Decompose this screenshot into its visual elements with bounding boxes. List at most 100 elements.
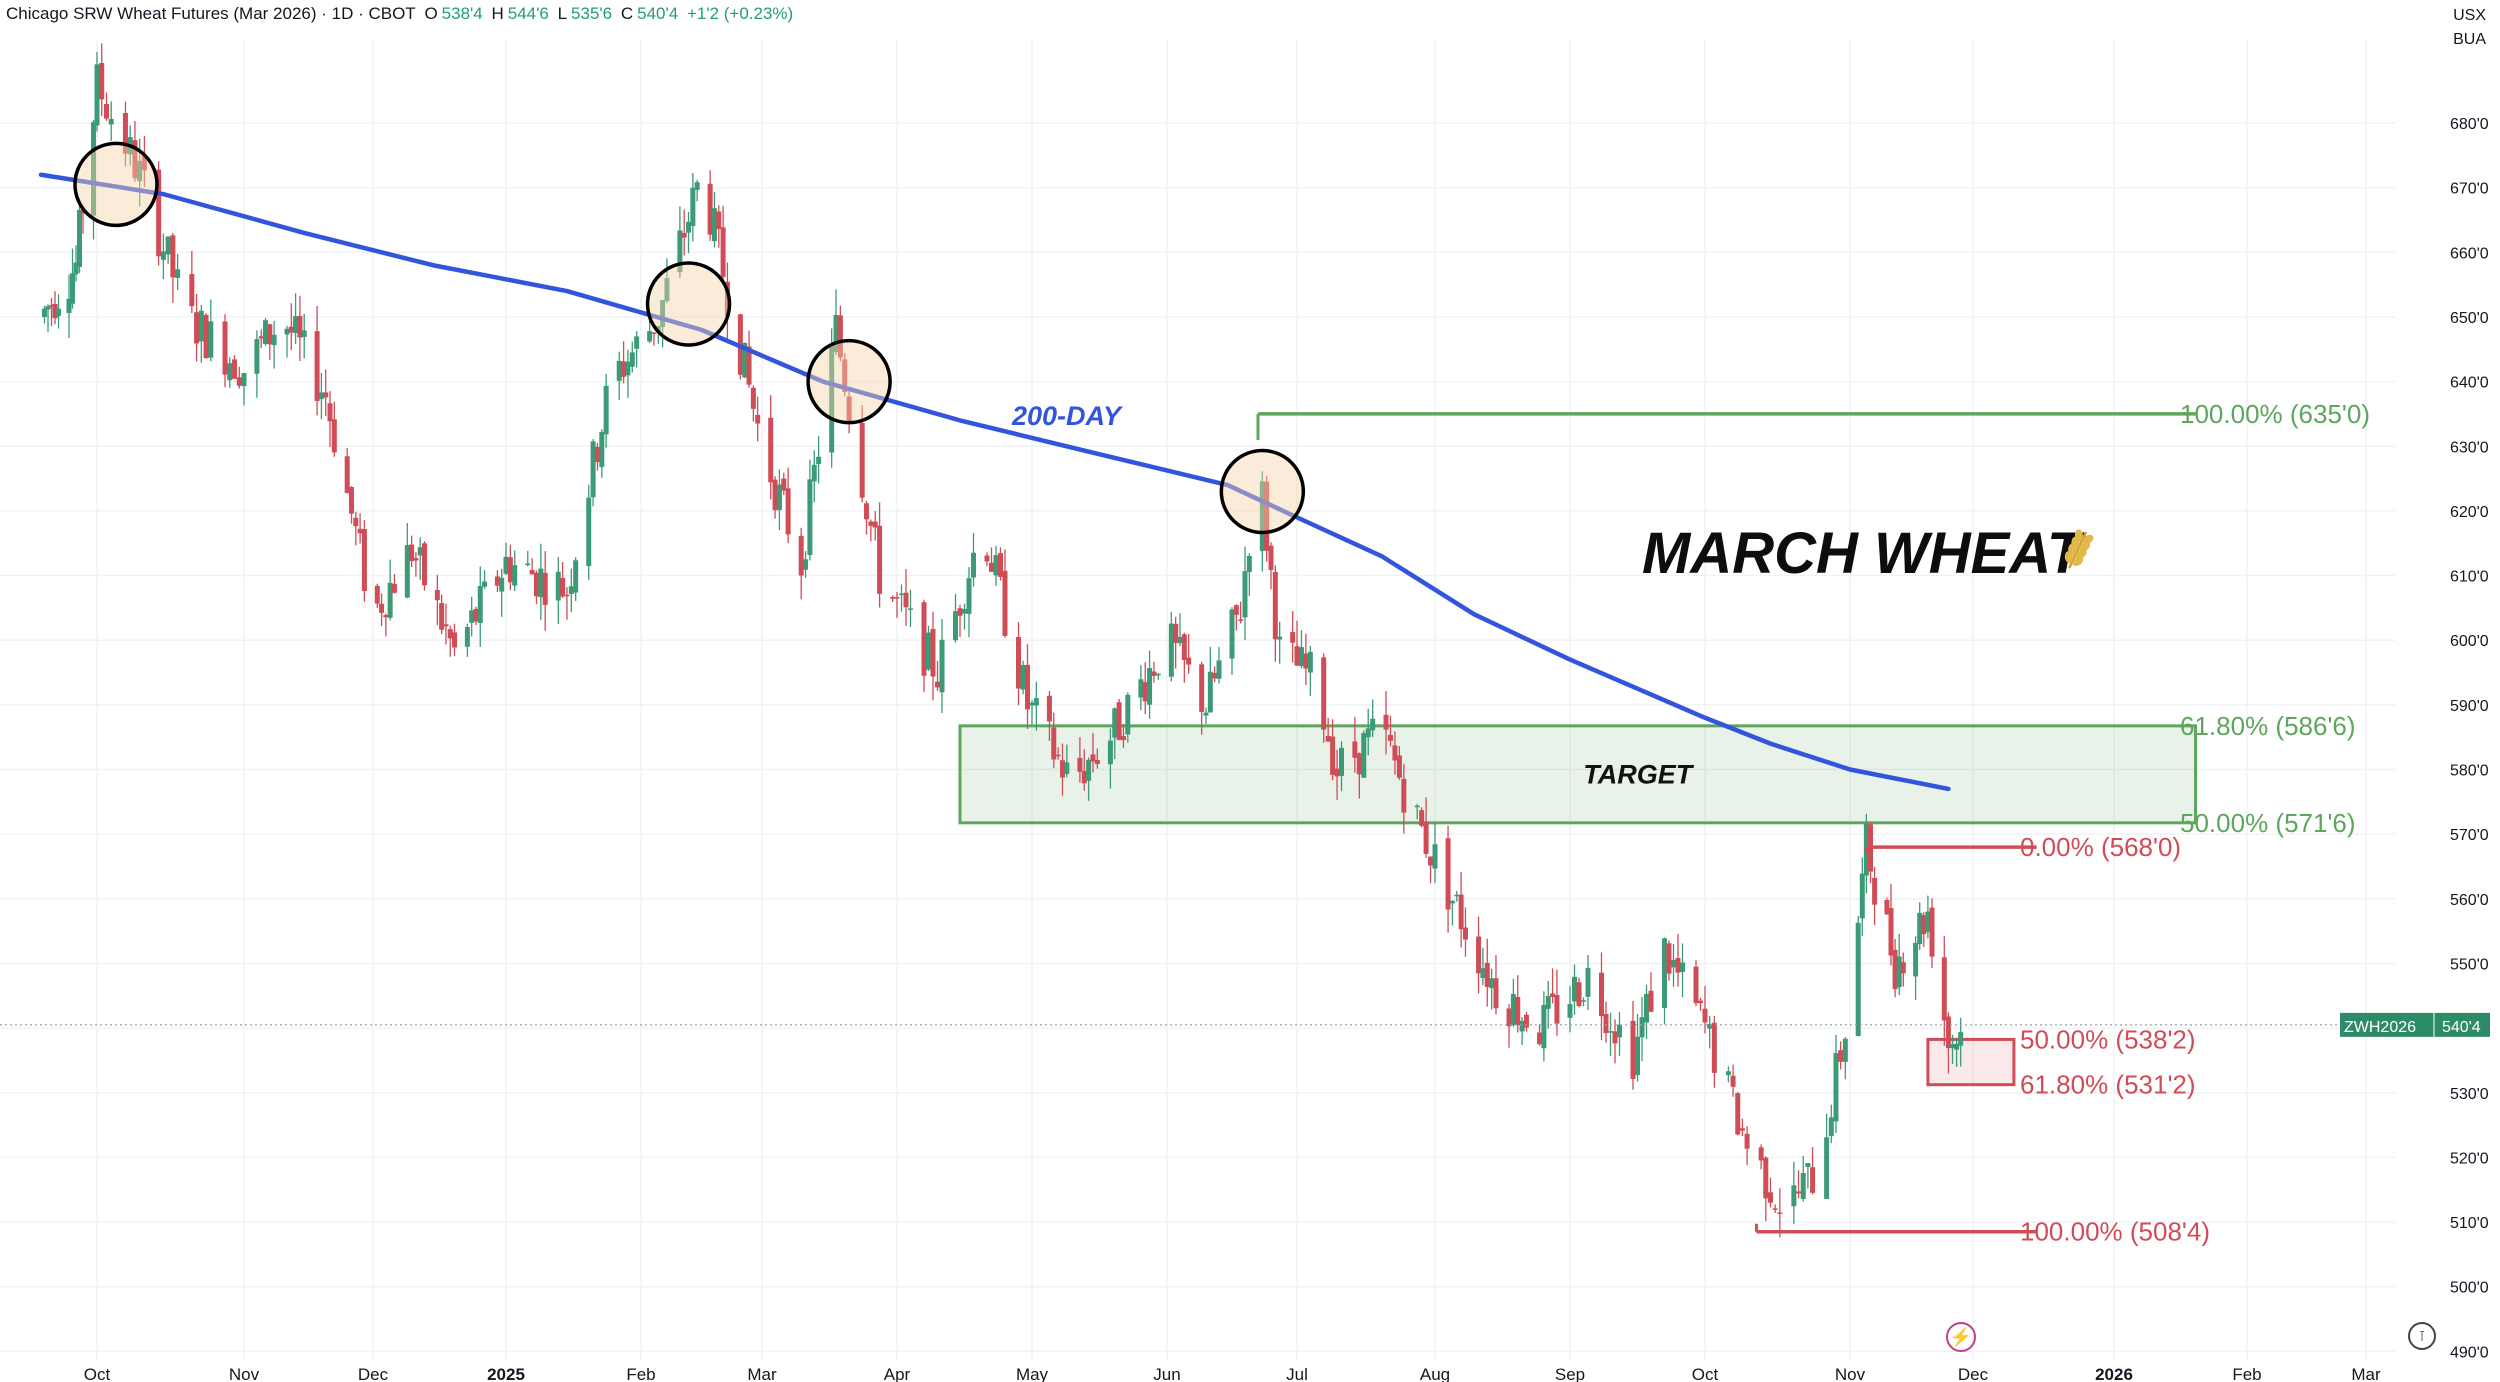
candle-body	[868, 521, 874, 526]
candle-body	[258, 336, 264, 339]
candle-body	[1462, 927, 1468, 940]
candle-body	[1203, 712, 1209, 716]
candle-body	[1739, 1128, 1745, 1131]
candle-body	[1680, 962, 1685, 972]
candle-body	[1585, 967, 1591, 997]
candle-body	[323, 392, 329, 398]
candle-body	[894, 597, 900, 599]
candle-body	[1635, 1036, 1640, 1076]
candle-body	[443, 624, 449, 627]
x-tick-label: May	[1016, 1365, 1049, 1382]
candle-body	[971, 552, 976, 578]
change-value: +1'2 (+0.23%)	[686, 4, 794, 23]
candle-body	[1515, 997, 1521, 1026]
candle-body	[560, 578, 566, 597]
candle-body	[42, 308, 47, 318]
candle-body	[908, 608, 913, 610]
candle-body	[1796, 1191, 1802, 1194]
chart-header: Chicago SRW Wheat Futures (Mar 2026) · 1…	[6, 4, 794, 23]
candle-body	[1186, 657, 1192, 665]
x-tick-label: Feb	[626, 1365, 655, 1382]
candle-body	[1888, 908, 1894, 956]
candle-body	[742, 342, 748, 378]
candle-body	[625, 361, 631, 376]
candle-body	[1432, 844, 1438, 869]
x-tick-label: 2026	[2095, 1365, 2133, 1382]
candle-body	[846, 396, 852, 421]
x-tick-label: Nov	[1835, 1365, 1866, 1382]
candle-body	[94, 64, 100, 126]
candle-body	[284, 328, 290, 335]
flash-icon[interactable]: ⚡	[1946, 1322, 1976, 1352]
candle-body	[1325, 735, 1331, 742]
candle-body	[993, 555, 999, 576]
candle-body	[1800, 1173, 1806, 1199]
candle-body	[807, 479, 813, 556]
currency-unit[interactable]: USX BUA	[2453, 7, 2486, 48]
candle-body	[421, 543, 427, 586]
candle-body	[1772, 1208, 1778, 1210]
open-value: 538'4	[441, 4, 483, 23]
candle-body	[1612, 1031, 1618, 1044]
candle-body	[707, 183, 713, 235]
candle-body	[413, 558, 419, 561]
y-tick-label: 570'0	[2450, 827, 2489, 844]
x-tick-label: Apr	[884, 1365, 911, 1382]
candle-body	[1735, 1093, 1741, 1135]
candle-body	[1212, 672, 1218, 679]
candle-body	[1599, 972, 1604, 1017]
candle-body	[1900, 962, 1906, 974]
candle-body	[434, 590, 440, 601]
candle-body	[768, 417, 774, 483]
candle-body	[447, 629, 453, 639]
candle-body	[165, 236, 171, 255]
y-tick-label: 650'0	[2450, 310, 2489, 327]
candle-body	[1365, 728, 1371, 738]
candle-body	[232, 359, 238, 379]
candle-body	[1702, 1008, 1708, 1023]
candle-body	[772, 479, 778, 511]
candle-body	[1059, 760, 1065, 778]
candle-body	[686, 221, 692, 233]
candle-body	[1081, 770, 1087, 784]
y-tick-label: 600'0	[2450, 633, 2489, 650]
candle-body	[872, 521, 878, 528]
candle-body	[803, 559, 809, 570]
candle-body	[1896, 956, 1902, 988]
candle-body	[331, 419, 337, 453]
candle-body	[1698, 1000, 1703, 1004]
candle-body	[499, 577, 505, 592]
candle-body	[1298, 647, 1304, 667]
candle-body	[1476, 936, 1482, 974]
candle-body	[1763, 1157, 1769, 1199]
candle-body	[1572, 976, 1577, 1002]
touch-circle	[1219, 448, 1306, 535]
candle-body	[647, 331, 653, 342]
candle-body	[1523, 1014, 1529, 1028]
wheat-stem	[2067, 531, 2088, 569]
y-tick-label: 550'0	[2450, 956, 2489, 973]
currency-icon[interactable]: ⊺	[2408, 1322, 2436, 1350]
x-tick-label: 2025	[487, 1365, 525, 1382]
candle-body	[1029, 702, 1035, 706]
low-value: 535'6	[571, 4, 613, 23]
fib-level-label: 61.80% (586'6)	[2180, 711, 2356, 741]
x-tick-label: Dec	[358, 1365, 389, 1382]
y-tick-label: 510'0	[2450, 1215, 2489, 1232]
candle-body	[935, 681, 940, 688]
candle-body	[1370, 718, 1376, 731]
candle-body	[1828, 1117, 1834, 1137]
candle-body	[469, 610, 475, 623]
y-tick-label: 490'0	[2450, 1344, 2489, 1361]
candle-body	[1094, 759, 1100, 765]
candle-body	[533, 572, 539, 597]
candle-body	[1177, 636, 1183, 644]
candle-body	[1671, 959, 1676, 968]
candle-body	[599, 431, 605, 468]
candle-body	[1419, 810, 1425, 826]
candle-body	[755, 414, 761, 424]
candle-body	[1116, 702, 1122, 740]
candle-body	[890, 597, 896, 599]
candle-body	[677, 230, 683, 273]
